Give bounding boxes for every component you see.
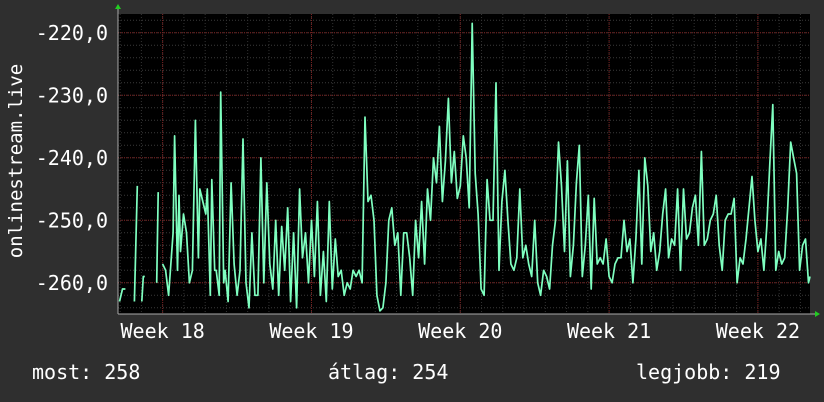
best-value: legjobb: 219 — [636, 360, 781, 384]
y-tick-label: -220,0 — [36, 21, 108, 45]
x-tick-label: Week 20 — [418, 319, 502, 343]
series-line — [118, 22, 811, 312]
y-tick-label: -230,0 — [36, 83, 108, 107]
x-tick-label: Week 22 — [716, 319, 800, 343]
y-tick-label: -240,0 — [36, 146, 108, 170]
x-tick-label: Week 21 — [567, 319, 651, 343]
y-tick-label: -250,0 — [36, 208, 108, 232]
y-axis-arrow — [115, 4, 121, 9]
y-axis-label: onlinestream.live — [5, 63, 27, 259]
x-axis-arrow — [815, 311, 820, 317]
y-tick-label: -260,0 — [36, 271, 108, 295]
current-value: most: 258 — [32, 360, 141, 384]
x-tick-label: Week 19 — [269, 319, 353, 343]
x-tick-label: Week 18 — [120, 319, 204, 343]
series-layer — [118, 22, 811, 312]
tick-labels: -220,0 -230,0 -240,0 -250,0 -260,0 Week 18 Wee… — [36, 21, 800, 343]
average-value: átlag: 254 — [328, 360, 449, 384]
axes — [115, 4, 820, 317]
